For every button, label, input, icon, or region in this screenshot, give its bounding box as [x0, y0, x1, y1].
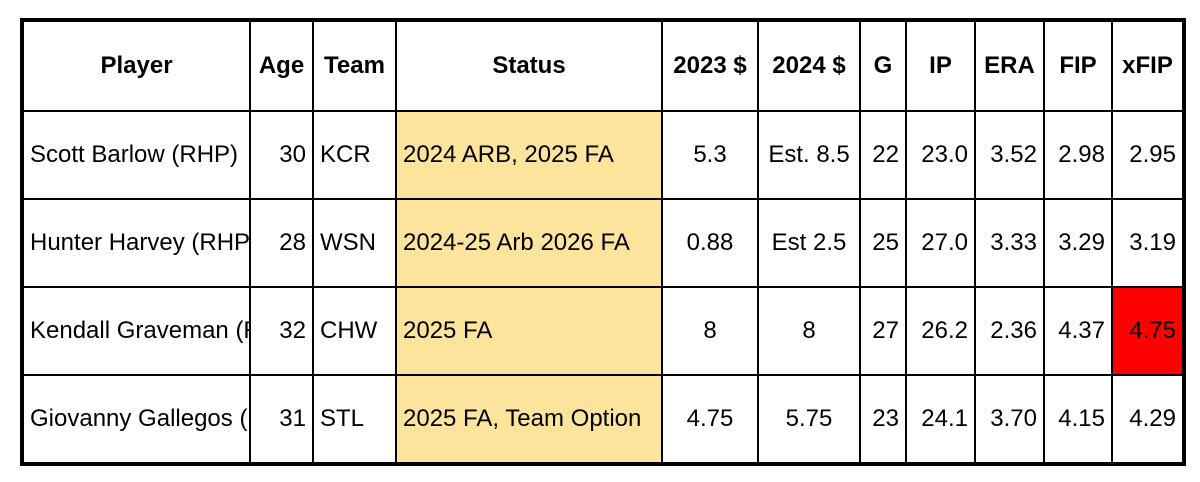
header-innings: IP	[905, 19, 976, 112]
header-status: Status	[395, 19, 663, 112]
salary-2023-cell: 5.3	[661, 110, 759, 200]
games-cell: 25	[859, 198, 907, 288]
table-row: Scott Barlow (RHP) 30 KCR 2024 ARB, 2025…	[21, 110, 1185, 200]
fip-cell: 3.29	[1043, 198, 1113, 288]
games-cell: 27	[859, 286, 907, 376]
header-age: Age	[249, 19, 314, 112]
player-name: Hunter Harvey (RHP)	[21, 198, 251, 288]
age-cell: 30	[249, 110, 314, 200]
age-cell: 28	[249, 198, 314, 288]
team-cell: KCR	[312, 110, 397, 200]
header-era: ERA	[974, 19, 1045, 112]
status-cell: 2025 FA, Team Option	[395, 374, 663, 465]
fip-cell: 2.98	[1043, 110, 1113, 200]
header-xfip: xFIP	[1111, 19, 1185, 112]
salary-2024-cell: 8	[757, 286, 861, 376]
era-cell: 2.36	[974, 286, 1045, 376]
player-name: Giovanny Gallegos (RHP)	[21, 374, 251, 465]
header-player: Player	[21, 19, 251, 112]
header-fip: FIP	[1043, 19, 1113, 112]
innings-cell: 23.0	[905, 110, 976, 200]
table-row: Hunter Harvey (RHP) 28 WSN 2024-25 Arb 2…	[21, 198, 1185, 288]
table-row: Kendall Graveman (RHP) 32 CHW 2025 FA 8 …	[21, 286, 1185, 376]
fip-cell: 4.15	[1043, 374, 1113, 465]
xfip-cell: 4.29	[1111, 374, 1185, 465]
innings-cell: 26.2	[905, 286, 976, 376]
salary-2023-cell: 8	[661, 286, 759, 376]
player-stats-table: Player Age Team Status 2023 $ 2024 $ G I…	[20, 18, 1186, 466]
header-team: Team	[312, 19, 397, 112]
status-cell: 2024-25 Arb 2026 FA	[395, 198, 663, 288]
salary-2024-cell: 5.75	[757, 374, 861, 465]
header-games: G	[859, 19, 907, 112]
salary-2023-cell: 4.75	[661, 374, 759, 465]
era-cell: 3.33	[974, 198, 1045, 288]
innings-cell: 24.1	[905, 374, 976, 465]
innings-cell: 27.0	[905, 198, 976, 288]
games-cell: 22	[859, 110, 907, 200]
team-cell: WSN	[312, 198, 397, 288]
age-cell: 31	[249, 374, 314, 465]
team-cell: CHW	[312, 286, 397, 376]
header-2023-salary: 2023 $	[661, 19, 759, 112]
player-name: Kendall Graveman (RHP)	[21, 286, 251, 376]
header-2024-salary: 2024 $	[757, 19, 861, 112]
status-cell: 2024 ARB, 2025 FA	[395, 110, 663, 200]
era-cell: 3.52	[974, 110, 1045, 200]
xfip-cell: 3.19	[1111, 198, 1185, 288]
xfip-cell: 2.95	[1111, 110, 1185, 200]
age-cell: 32	[249, 286, 314, 376]
era-cell: 3.70	[974, 374, 1045, 465]
header-row: Player Age Team Status 2023 $ 2024 $ G I…	[21, 19, 1185, 112]
salary-2024-cell: Est 2.5	[757, 198, 861, 288]
salary-2023-cell: 0.88	[661, 198, 759, 288]
table-row: Giovanny Gallegos (RHP) 31 STL 2025 FA, …	[21, 374, 1185, 465]
player-name: Scott Barlow (RHP)	[21, 110, 251, 200]
status-cell: 2025 FA	[395, 286, 663, 376]
games-cell: 23	[859, 374, 907, 465]
xfip-cell-highlighted: 4.75	[1111, 286, 1185, 376]
team-cell: STL	[312, 374, 397, 465]
fip-cell: 4.37	[1043, 286, 1113, 376]
salary-2024-cell: Est. 8.5	[757, 110, 861, 200]
